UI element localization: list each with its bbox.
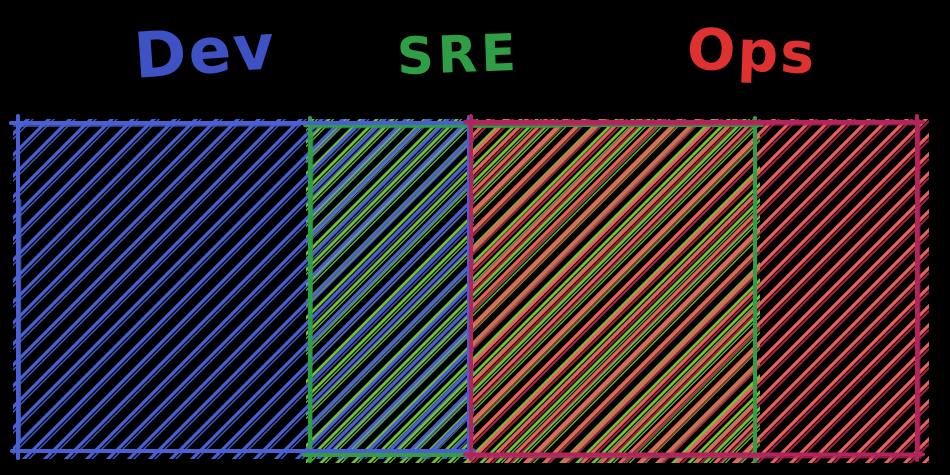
- ops-rectangle-fill: [467, 119, 929, 463]
- ops-rectangle-border: [463, 114, 925, 462]
- dev-rectangle-fill: [13, 119, 474, 459]
- ops-label: Ops: [685, 16, 818, 88]
- dev-label: Dev: [131, 10, 279, 93]
- sre-label: SRE: [396, 23, 521, 88]
